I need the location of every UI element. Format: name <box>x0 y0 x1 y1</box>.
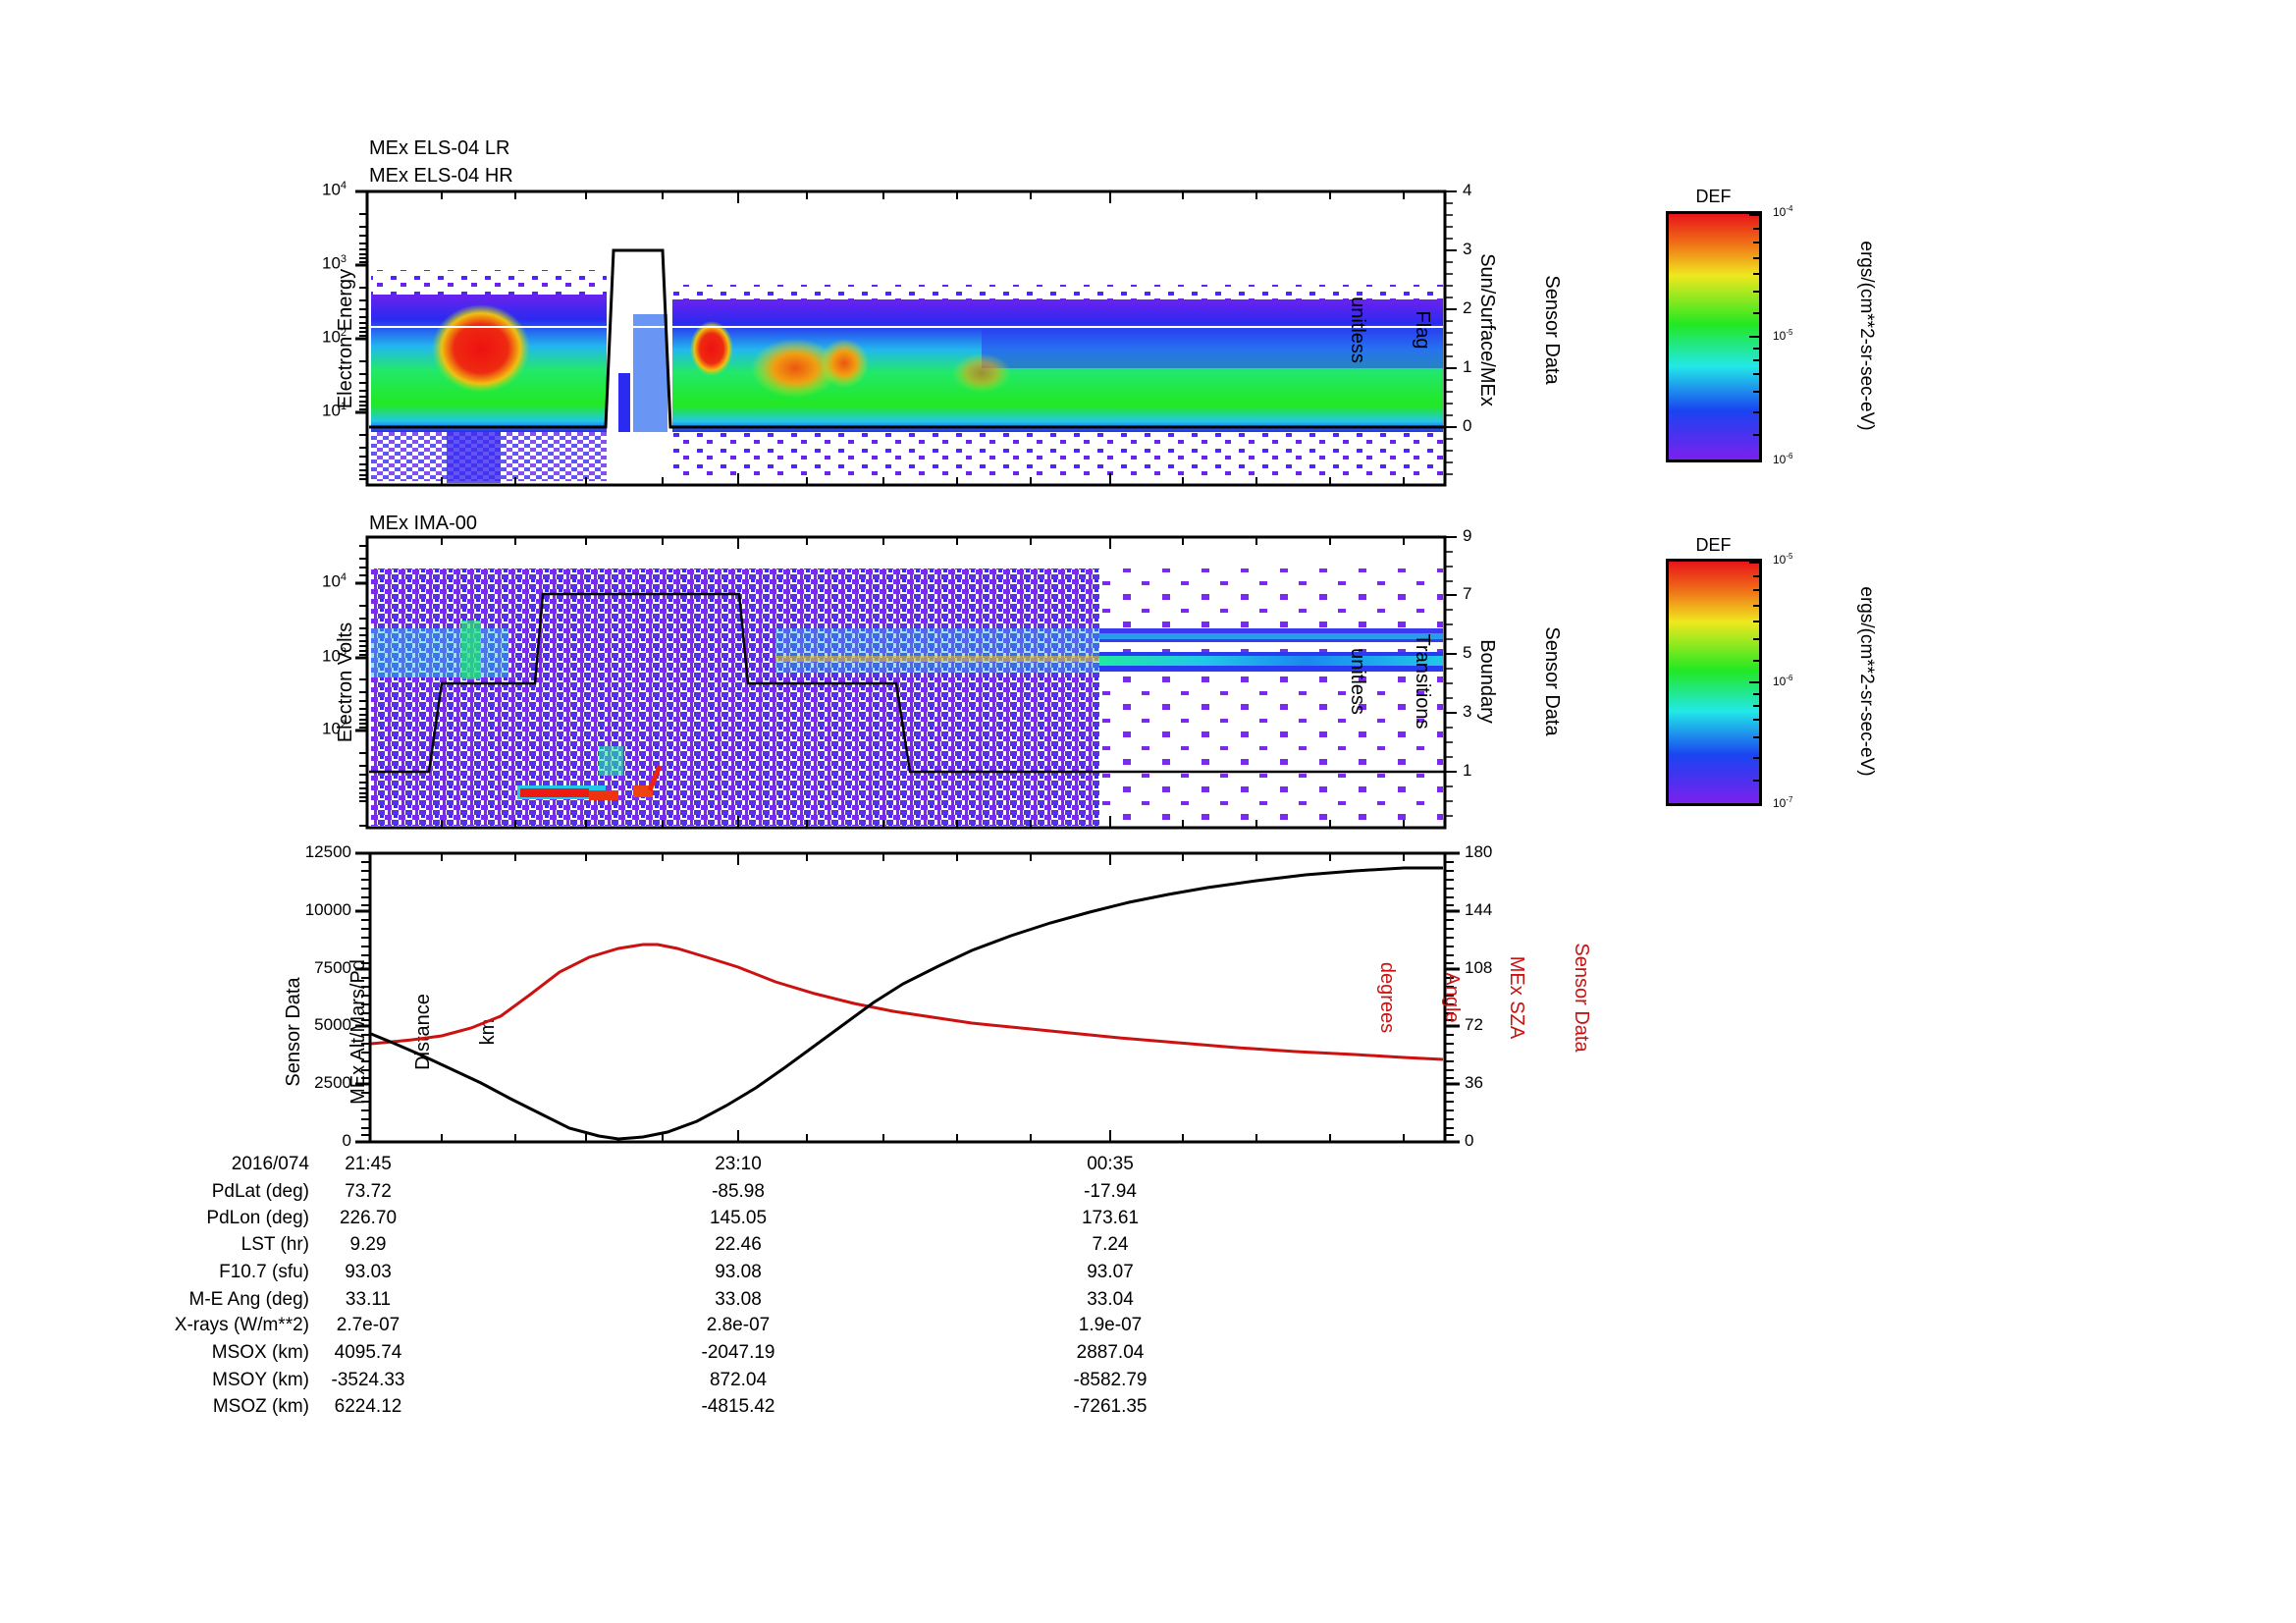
colorbar1 <box>1666 211 1762 462</box>
panel3-ytick-2500: 2500 <box>314 1073 351 1092</box>
ephemeris-table: 2016/074 21:45 23:10 00:35 PdLat (deg) 7… <box>0 1146 1276 1440</box>
panel3-line-chart <box>355 851 1460 1144</box>
colorbar2-tick-top: 10-5 <box>1773 552 1793 567</box>
panel1-title-line2: MEx ELS-04 HR <box>369 165 513 187</box>
panel3-ytick-10000: 10000 <box>304 900 351 919</box>
panel3-right-ylabel: Sensor Data MEx SZA Angle degrees <box>1376 943 1592 1053</box>
time-label-2: 00:35 <box>1087 1154 1134 1174</box>
panel2-ytick-1e2: 102 <box>322 719 347 738</box>
panel1-rtick-4: 4 <box>1463 181 1472 199</box>
panel1-rtick-0: 0 <box>1463 416 1472 435</box>
panel3-ytick-12500: 12500 <box>304 842 351 861</box>
ephem-row-msoz: MSOZ (km) 6224.12 -4815.42 -7261.35 <box>212 1396 1148 1417</box>
colorbar1-tick-bottom: 10-6 <box>1773 452 1793 466</box>
panel2-rtick-7: 7 <box>1463 584 1472 603</box>
colorbar1-tick-mid: 10-5 <box>1773 328 1793 343</box>
panel2-right-ylabel: Sensor Data Boundary Transitions unitles… <box>1347 626 1563 736</box>
panel2-rtick-3: 3 <box>1463 702 1472 721</box>
colorbar2-tick-bottom: 10-7 <box>1773 795 1793 810</box>
panel1-rtick-3: 3 <box>1463 240 1472 258</box>
panel3-ytick-7500: 7500 <box>314 958 351 977</box>
ephem-row-pdlat: PdLat (deg) 73.72 -85.98 -17.94 <box>211 1181 1137 1202</box>
ephem-row-msox: MSOX (km) 4095.74 -2047.19 2887.04 <box>211 1342 1145 1363</box>
panel1-ytick-1e1: 101 <box>322 401 347 420</box>
panel1-ytick-1e2: 102 <box>322 327 347 347</box>
ephem-row-xrays: X-rays (W/m**2) 2.7e-07 2.8e-07 1.9e-07 <box>174 1315 1143 1335</box>
colorbar1-ticks <box>1749 214 1759 436</box>
panel1-title-line1: MEx ELS-04 LR <box>369 137 510 159</box>
colorbar2-title: DEF <box>1695 535 1732 555</box>
colorbar1-tick-top: 10-4 <box>1773 204 1793 219</box>
panel3-rtick-72: 72 <box>1465 1015 1483 1034</box>
boundary-transitions-trace <box>369 592 1445 774</box>
panel3-ytick-5000: 5000 <box>314 1015 351 1034</box>
panel2-rtick-9: 9 <box>1463 526 1472 545</box>
ephem-row-msoy: MSOY (km) -3524.33 872.04 -8582.79 <box>212 1370 1148 1390</box>
panel3-rtick-108: 108 <box>1465 958 1493 977</box>
ephem-row-time: 2016/074 21:45 23:10 00:35 <box>0 1154 1276 1180</box>
colorbar2-tick-mid: 10-6 <box>1773 674 1793 688</box>
flag-trace <box>369 248 1445 429</box>
time-label-0: 21:45 <box>345 1154 392 1174</box>
panel2-rtick-5: 5 <box>1463 643 1472 662</box>
ephem-row-f107: F10.7 (sfu) 93.03 93.08 93.07 <box>219 1262 1134 1282</box>
panel3-ytick-0: 0 <box>342 1131 351 1150</box>
date-label: 2016/074 <box>231 1154 309 1174</box>
colorbar1-units: ergs/(cm**2-sr-sec-eV) <box>1856 241 1877 431</box>
panel1-rtick-1: 1 <box>1463 357 1472 376</box>
panel1-els-spectrogram <box>355 189 1457 487</box>
ephem-row-me-ang: M-E Ang (deg) 33.11 33.08 33.04 <box>188 1289 1134 1310</box>
colorbar2-units: ergs/(cm**2-sr-sec-eV) <box>1856 586 1877 777</box>
panel3-rtick-36: 36 <box>1465 1073 1483 1092</box>
panel2-ytick-1e4: 104 <box>322 571 347 591</box>
panel2-ytick-1e3: 103 <box>322 646 347 666</box>
ephem-row-lst: LST (hr) 9.29 22.46 7.24 <box>240 1234 1129 1255</box>
panel2-ima-spectrogram <box>355 535 1457 830</box>
panel3-rtick-0: 0 <box>1465 1131 1474 1150</box>
panel3-rtick-144: 144 <box>1465 900 1493 919</box>
panel1-right-ylabel: Sensor Data Sun/Surface/MEx Flag unitles… <box>1347 253 1563 406</box>
time-label-1: 23:10 <box>715 1154 762 1174</box>
colorbar2 <box>1666 559 1762 806</box>
colorbar1-title: DEF <box>1695 187 1732 206</box>
panel2-rtick-1: 1 <box>1463 761 1472 780</box>
panel2-title: MEx IMA-00 <box>369 513 478 534</box>
panel1-ytick-1e4: 104 <box>322 180 347 199</box>
panel1-ytick-1e3: 103 <box>322 253 347 273</box>
colorbar2-ticks <box>1749 562 1759 782</box>
altitude-curve <box>370 866 1443 1141</box>
sza-curve <box>370 943 1444 1061</box>
panel1-rtick-2: 2 <box>1463 298 1472 317</box>
panel3-rtick-180: 180 <box>1465 842 1493 861</box>
ephem-row-pdlon: PdLon (deg) 226.70 145.05 173.61 <box>206 1208 1140 1228</box>
